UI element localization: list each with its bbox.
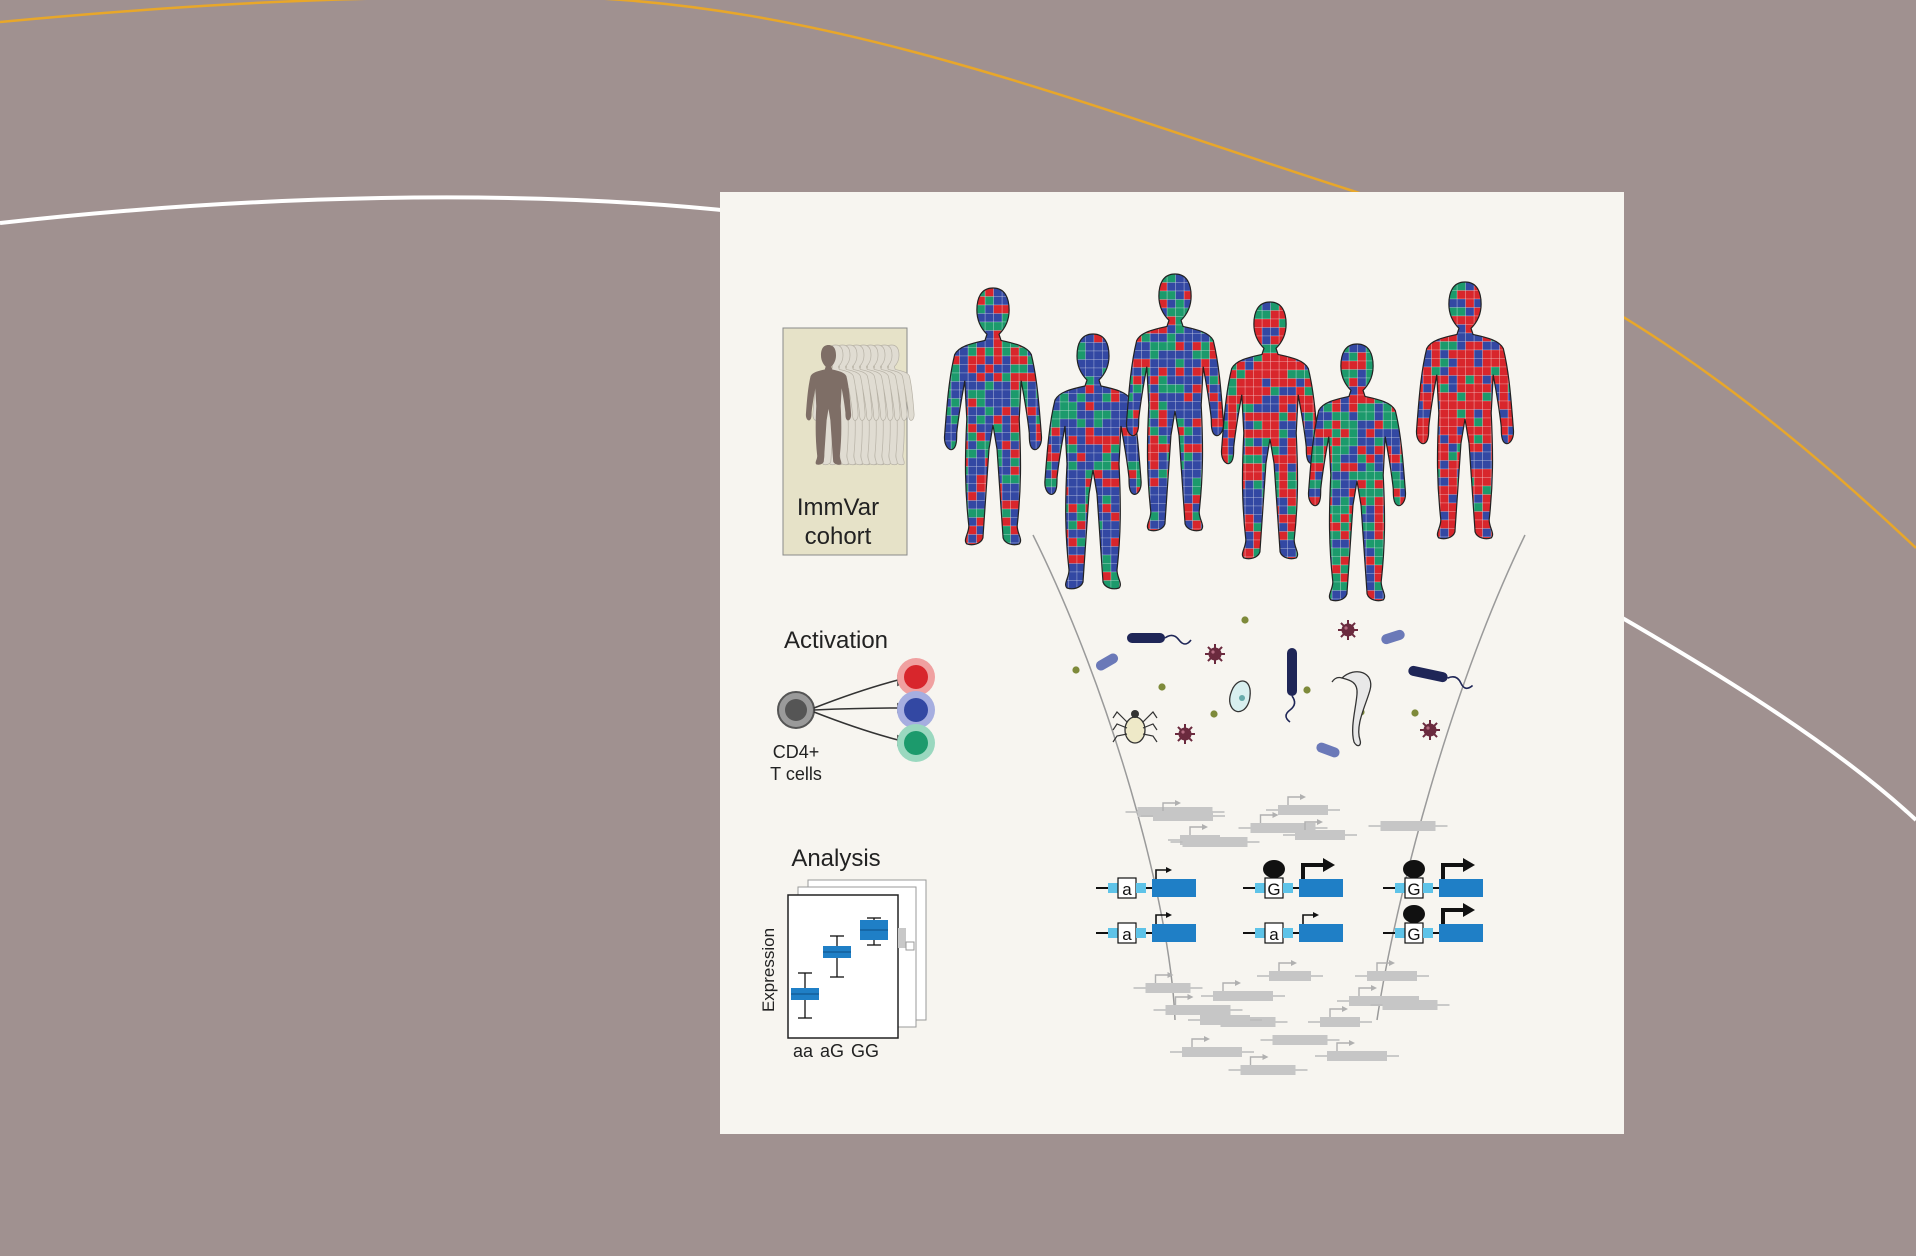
genotype-label-aa: aa bbox=[793, 1041, 814, 1061]
transcription-factor-icon bbox=[1263, 860, 1285, 878]
gene-gray-icon bbox=[1257, 960, 1323, 981]
analysis-title: Analysis bbox=[791, 845, 880, 872]
background-genes bbox=[1125, 794, 1450, 1075]
transcription-factor-icon bbox=[1403, 905, 1425, 923]
cohort-card: ImmVar cohort bbox=[782, 327, 915, 556]
promoter-arrow-icon bbox=[1155, 914, 1166, 924]
bacterium-icon bbox=[1381, 629, 1405, 645]
particle-icon bbox=[1411, 709, 1419, 717]
virus-icon bbox=[1205, 644, 1225, 664]
gene-gray-icon bbox=[1201, 980, 1285, 1001]
eqtl-gene-row1-1: G bbox=[1243, 858, 1343, 899]
bacterium-icon bbox=[1127, 633, 1192, 645]
plot-frame bbox=[787, 894, 899, 1039]
cell-label-line1: CD4+ bbox=[773, 742, 820, 762]
allele-label: a bbox=[1122, 925, 1132, 944]
cohort-label-line2: cohort bbox=[805, 523, 872, 550]
orange-curve-right bbox=[603, 0, 1916, 549]
funnel-lines bbox=[1032, 534, 1526, 1021]
gene-gray-icon bbox=[1260, 1035, 1340, 1045]
expression-axis-label: Expression bbox=[759, 928, 778, 1012]
gene-gray-icon bbox=[1368, 821, 1448, 831]
bacterium-icon bbox=[1316, 742, 1340, 758]
gene-gray-icon bbox=[1170, 1036, 1254, 1057]
human-silhouette-icon bbox=[805, 344, 915, 466]
allele-label: G bbox=[1407, 925, 1420, 944]
allele-label: a bbox=[1122, 880, 1132, 899]
allele-label: G bbox=[1407, 880, 1420, 899]
particle-icon bbox=[1210, 710, 1218, 718]
analysis-section: Analysis Expression aa aG GG bbox=[759, 845, 927, 1061]
eqtl-gene-row1-2: G bbox=[1383, 858, 1483, 899]
bacterium-icon bbox=[1408, 665, 1474, 690]
cell-label-line2: T cells bbox=[770, 764, 822, 784]
genotype-label-aG: aG bbox=[820, 1041, 844, 1061]
particle-icon bbox=[1241, 616, 1249, 624]
activated-cell-red-icon bbox=[897, 658, 935, 696]
gene-gray-icon bbox=[1188, 1015, 1262, 1025]
mite-icon bbox=[1112, 710, 1158, 744]
gene-gray-icon bbox=[1153, 994, 1243, 1015]
activated-cell-blue-icon bbox=[897, 691, 935, 729]
virus-icon bbox=[1338, 620, 1358, 640]
gene-gray-icon bbox=[1355, 960, 1429, 981]
promoter-arrow-icon bbox=[1301, 863, 1323, 879]
gene-gray-icon bbox=[1228, 1054, 1308, 1075]
gene-gray-icon bbox=[1266, 794, 1340, 815]
boxplot bbox=[860, 917, 888, 946]
parasite-icon bbox=[1331, 671, 1372, 747]
bacterium-icon bbox=[1095, 653, 1119, 671]
gene-gray-icon bbox=[1370, 1000, 1450, 1010]
particle-icon bbox=[1072, 666, 1080, 674]
allele-label: G bbox=[1267, 880, 1280, 899]
particle-icon bbox=[1158, 683, 1166, 691]
transcription-factor-icon bbox=[1403, 860, 1425, 878]
protozoan-icon bbox=[1229, 680, 1251, 713]
gene-gray-icon bbox=[1283, 819, 1357, 840]
particle-icon bbox=[1303, 686, 1311, 694]
genotype-label-GG: GG bbox=[851, 1041, 879, 1061]
eqtl-gene-row2-2: G bbox=[1383, 903, 1483, 944]
gene-gray-icon bbox=[1141, 800, 1225, 821]
bacterium-icon bbox=[1285, 648, 1297, 723]
cohort-label-line1: ImmVar bbox=[797, 494, 879, 521]
gene-gray-icon bbox=[1308, 1006, 1372, 1027]
expression-boxplots bbox=[791, 917, 888, 1019]
eqtl-gene-row2-1: a bbox=[1243, 912, 1343, 944]
gene-gray-icon bbox=[1170, 837, 1260, 847]
promoter-arrow-icon bbox=[1155, 869, 1166, 879]
promoter-arrow-icon bbox=[1441, 863, 1463, 879]
promoter-arrow-icon bbox=[1302, 914, 1313, 924]
eqtl-gene-row1-0: a bbox=[1096, 867, 1196, 899]
activation-section: Activation CD4+ T cells bbox=[770, 627, 935, 784]
boxplot bbox=[791, 972, 819, 1019]
activated-cell-green-icon bbox=[897, 724, 935, 762]
promoter-arrow-icon bbox=[1441, 908, 1463, 924]
pathogens bbox=[1072, 616, 1474, 758]
activation-title: Activation bbox=[784, 627, 888, 654]
gene-gray-icon bbox=[1238, 812, 1328, 833]
eqtl-genes: a G Ga a G bbox=[1096, 858, 1483, 944]
boxplot bbox=[823, 935, 851, 978]
eqtl-gene-row2-0: a bbox=[1096, 912, 1196, 944]
gene-gray-icon bbox=[1133, 972, 1203, 993]
virus-icon bbox=[1420, 720, 1440, 740]
allele-label: a bbox=[1269, 925, 1279, 944]
virus-icon bbox=[1175, 724, 1195, 744]
orange-curve bbox=[0, 0, 367, 24]
t-cell-icon bbox=[777, 691, 815, 729]
gene-gray-icon bbox=[1315, 1040, 1399, 1061]
